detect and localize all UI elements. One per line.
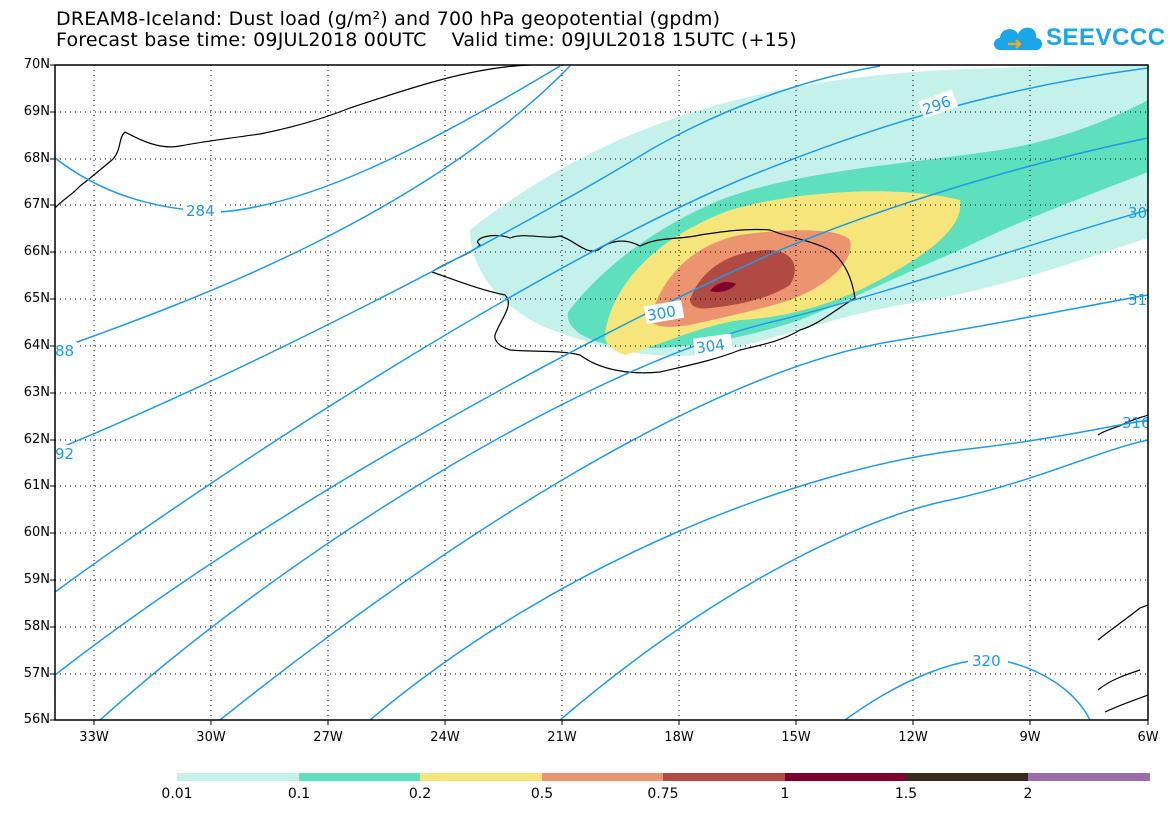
contour-label-288: 88 bbox=[55, 342, 74, 360]
lat-label: 69N bbox=[23, 104, 50, 119]
colorbar-swatch-4 bbox=[663, 773, 785, 781]
colorbar bbox=[177, 773, 1150, 781]
graticule bbox=[55, 65, 1148, 720]
colorbar-label: 1.5 bbox=[894, 786, 918, 802]
colorbar-swatch-5 bbox=[785, 773, 906, 781]
contour-308 bbox=[219, 294, 1148, 720]
colorbar-swatch-0 bbox=[177, 773, 299, 781]
colorbar-label: 0.5 bbox=[530, 786, 554, 802]
colorbar-swatch-7 bbox=[1028, 773, 1150, 781]
title-line-2: Forecast base time: 09JUL2018 00UTC Vali… bbox=[56, 29, 797, 51]
contour-label-304: 304 bbox=[695, 335, 726, 357]
contour-292 bbox=[55, 65, 881, 451]
lat-label: 65N bbox=[23, 291, 50, 306]
lat-label: 68N bbox=[23, 151, 50, 166]
colorbar-label: 1 bbox=[780, 786, 790, 802]
lon-label: 6W bbox=[1137, 730, 1159, 745]
lat-label: 62N bbox=[23, 432, 50, 447]
seevccc-logo: SEEVCCC bbox=[990, 16, 1165, 60]
lat-label: 63N bbox=[23, 385, 50, 400]
colorbar-label: 0.75 bbox=[647, 786, 679, 802]
lat-label: 64N bbox=[23, 338, 50, 353]
lon-label: 30W bbox=[196, 730, 226, 745]
contour-label-300: 300 bbox=[646, 302, 677, 325]
lat-label: 66N bbox=[23, 244, 50, 259]
lat-label: 70N bbox=[23, 57, 50, 72]
lon-label: 9W bbox=[1019, 730, 1041, 745]
coastline-iceland bbox=[430, 228, 856, 374]
lat-label: 60N bbox=[23, 525, 50, 540]
logo-text: SEEVCCC bbox=[1046, 24, 1166, 51]
colorbar-swatch-2 bbox=[420, 773, 542, 781]
lat-label: 61N bbox=[23, 478, 50, 493]
lat-label: 57N bbox=[23, 666, 50, 681]
colorbar-label: 0.2 bbox=[408, 786, 432, 802]
lon-label: 15W bbox=[781, 730, 811, 745]
cloud-logo-icon bbox=[994, 27, 1042, 50]
colorbar-label: 0.01 bbox=[161, 786, 193, 802]
contour-label-284: 284 bbox=[186, 202, 215, 220]
axis-ticks bbox=[50, 64, 1149, 725]
coastlines bbox=[55, 65, 1148, 713]
contour-288 bbox=[55, 65, 571, 351]
colorbar-swatch-3 bbox=[542, 773, 663, 781]
contour-label-292: 92 bbox=[55, 445, 74, 463]
lon-label: 12W bbox=[898, 730, 928, 745]
contour-label-316: 316 bbox=[1122, 414, 1151, 432]
dust-band-1 bbox=[710, 282, 736, 293]
lon-label: 24W bbox=[430, 730, 460, 745]
lon-label: 18W bbox=[664, 730, 694, 745]
lat-label: 56N bbox=[23, 712, 50, 727]
contour-316 bbox=[559, 439, 1148, 720]
colorbar-label: 0.1 bbox=[287, 786, 311, 802]
contour-312 bbox=[369, 419, 1148, 720]
contour-300 bbox=[55, 137, 1148, 676]
contour-label-308: 30 bbox=[1128, 204, 1147, 222]
contour-284 bbox=[55, 65, 561, 213]
lat-label: 59N bbox=[23, 572, 50, 587]
colorbar-label: 2 bbox=[1023, 786, 1033, 802]
contour-label-320: 320 bbox=[972, 652, 1001, 670]
colorbar-swatch-6 bbox=[906, 773, 1028, 781]
contour-296 bbox=[55, 67, 1148, 593]
contour-label-312: 31 bbox=[1128, 291, 1147, 309]
lon-label: 27W bbox=[313, 730, 343, 745]
title-line-1: DREAM8-Iceland: Dust load (g/m²) and 700… bbox=[56, 8, 721, 30]
lat-label: 67N bbox=[23, 197, 50, 212]
coastline-norway bbox=[1097, 604, 1148, 713]
lon-label: 33W bbox=[79, 730, 109, 745]
dust-band-0.75 bbox=[690, 250, 795, 309]
lat-label: 58N bbox=[23, 619, 50, 634]
lon-label: 21W bbox=[547, 730, 577, 745]
dust-load-shading bbox=[470, 65, 1148, 356]
colorbar-swatch-1 bbox=[299, 773, 420, 781]
coastline-greenland bbox=[55, 65, 531, 209]
contour-320 bbox=[844, 658, 1091, 720]
